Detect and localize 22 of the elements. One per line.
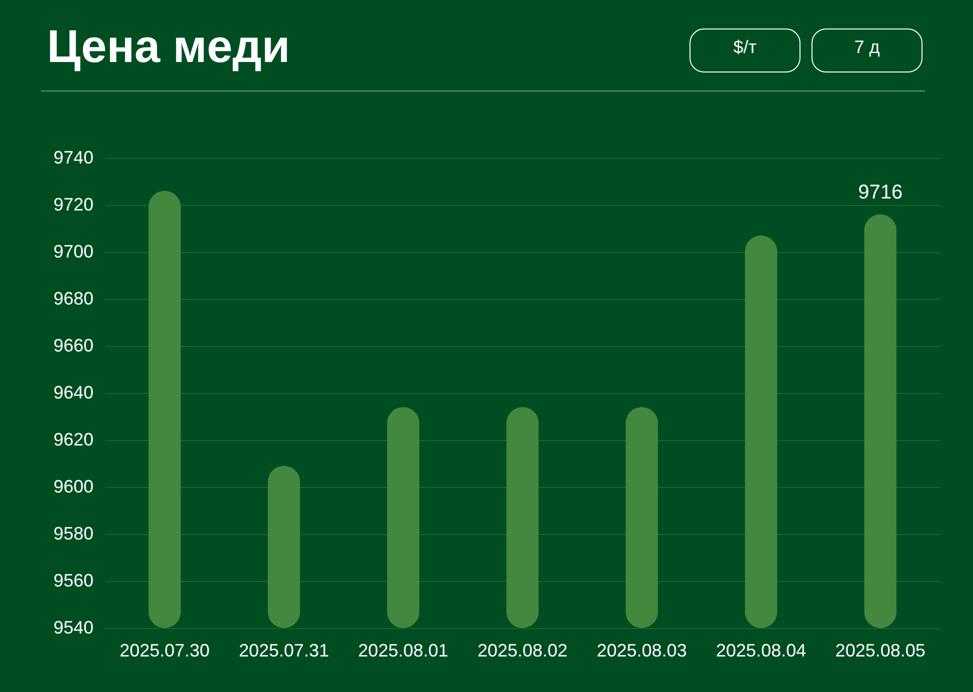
y-tick-label: 9640 <box>53 382 94 402</box>
x-tick-label: 2025.08.04 <box>716 640 806 660</box>
y-tick-label: 9700 <box>53 242 94 262</box>
y-tick-label: 9740 <box>53 148 94 168</box>
x-tick-label: 2025.07.30 <box>120 640 210 660</box>
y-tick-label: 9620 <box>53 430 94 450</box>
x-tick-label: 2025.08.01 <box>358 640 448 660</box>
text: 7 д <box>854 37 880 57</box>
y-tick-label: 9600 <box>53 476 94 496</box>
x-tick-label: 2025.07.31 <box>238 640 329 660</box>
y-tick-label: 9660 <box>53 336 94 356</box>
chart-title: Цена меди <box>47 20 290 72</box>
y-tick-label: 9680 <box>53 288 94 308</box>
y-tick-label: 9540 <box>53 618 94 638</box>
x-tick-label: 2025.08.02 <box>477 640 568 660</box>
text: $/т <box>733 37 757 57</box>
y-tick-label: 9560 <box>53 570 94 590</box>
data-label: 9716 <box>858 181 903 204</box>
y-tick-label: 9720 <box>53 194 94 214</box>
y-tick-label: 9580 <box>53 524 94 544</box>
x-tick-label: 2025.08.05 <box>835 640 926 660</box>
x-tick-label: 2025.08.03 <box>596 640 687 660</box>
